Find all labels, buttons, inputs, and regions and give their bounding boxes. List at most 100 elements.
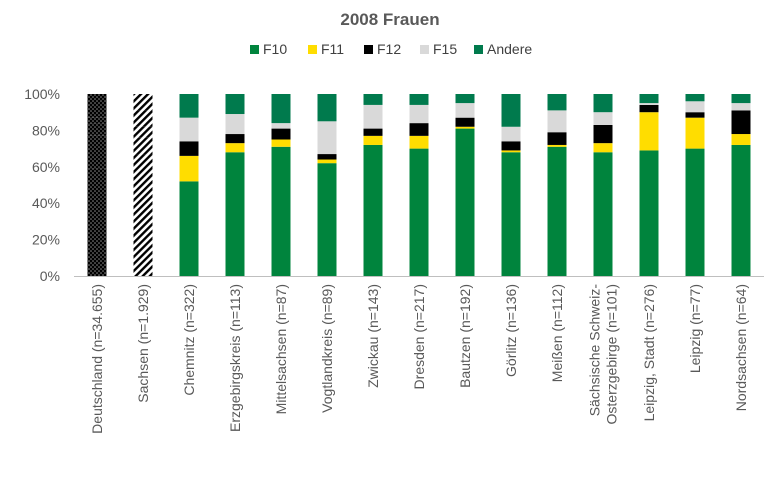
chart-title: 2008 Frauen: [340, 10, 439, 29]
bar-segment-f11: [455, 126, 475, 129]
bar-segment-andere: [731, 94, 751, 104]
bar-segment-f10: [409, 148, 429, 276]
bar-segment-f15: [87, 117, 107, 124]
bar-segment-f12: [731, 110, 751, 135]
bar-group-gorlitz: [501, 94, 521, 276]
bar-segment-f15: [271, 123, 291, 129]
bar-segment-andere: [133, 94, 153, 111]
legend-item-f10: F10: [250, 41, 287, 57]
bar-group-zwickau: [363, 94, 383, 276]
bar-segment-f12: [87, 123, 107, 136]
bar-group-deutschland: [87, 94, 107, 276]
legend-label: Andere: [487, 41, 532, 57]
bar-segment-f15: [731, 103, 751, 111]
bar-segment-f11: [639, 112, 659, 151]
x-tick-label: Mittelsachsen (n=87): [273, 284, 289, 414]
bar-segment-f15: [363, 104, 383, 129]
bar-segment-f12: [501, 141, 521, 151]
bar-segment-f11: [317, 159, 337, 164]
bar-group-meissen: [547, 94, 567, 276]
bar-group-sachsen: [133, 94, 153, 276]
legend-item-f15: F15: [420, 41, 457, 57]
x-tick-label: Sächsische Schweiz-: [587, 284, 603, 417]
bar-segment-f12: [271, 128, 291, 140]
bar-segment-andere: [685, 94, 705, 102]
bar-group-leipzig: [685, 94, 705, 276]
bar-group-dresden: [409, 94, 429, 276]
bar-segment-f15: [593, 112, 613, 125]
bar-segment-f11: [271, 139, 291, 147]
legend-item-andere: Andere: [474, 41, 532, 57]
bar-segment-f15: [179, 117, 199, 142]
bar-segment-f11: [593, 143, 613, 153]
bar-segment-andere: [363, 94, 383, 105]
bar-segment-f15: [225, 114, 245, 135]
bar-segment-f15: [133, 110, 153, 127]
legend-item-f11: F11: [308, 41, 344, 57]
bar-segment-f12: [225, 134, 245, 144]
bar-segment-f10: [133, 154, 153, 276]
bar-segment-f12: [179, 141, 199, 156]
bar-segment-andere: [593, 94, 613, 113]
legend-swatch: [250, 45, 259, 54]
bar-segment-f11: [87, 135, 107, 169]
x-tick-label: Vogtlandkreis (n=89): [319, 284, 335, 413]
bar-segment-f15: [501, 126, 521, 142]
x-tick-label: Leipzig (n=77): [687, 284, 703, 373]
bar-segment-f12: [409, 123, 429, 136]
x-tick-label: Zwickau (n=143): [365, 284, 381, 388]
bar-segment-andere: [409, 94, 429, 105]
y-tick-label: 100%: [24, 86, 60, 102]
bar-segment-f10: [225, 152, 245, 276]
legend-label: F12: [377, 41, 401, 57]
bar-segment-andere: [501, 94, 521, 127]
legend-item-f12: F12: [364, 41, 401, 57]
y-tick-label: 80%: [32, 122, 60, 138]
bar-segment-f12: [547, 132, 567, 145]
bar-segment-f15: [455, 103, 475, 118]
bar-segment-f12: [317, 154, 337, 160]
bar-segment-andere: [179, 94, 199, 118]
bar-segment-andere: [455, 94, 475, 104]
bar-segment-f15: [685, 101, 705, 113]
legend-swatch: [420, 45, 429, 54]
x-tick-label: Meißen (n=112): [549, 284, 565, 382]
x-axis-labels: Deutschland (n=34.655) Sachsen (n=1.929) C…: [89, 284, 749, 434]
legend-label: F15: [433, 41, 457, 57]
y-tick-label: 40%: [32, 195, 60, 211]
y-axis: 0% 20% 40% 60% 80% 100%: [24, 86, 764, 284]
bar-segment-f10: [685, 148, 705, 276]
bar-segment-andere: [225, 94, 245, 115]
x-tick-label: Görlitz (n=136): [503, 284, 519, 377]
bar-segment-andere: [639, 94, 659, 104]
bar-segment-f10: [547, 146, 567, 276]
bar-segment-f10: [363, 144, 383, 276]
bar-segment-f10: [271, 146, 291, 276]
legend-swatch: [364, 45, 373, 54]
legend: F10 F11 F12 F15 Andere: [250, 41, 532, 57]
bar-segment-f11: [363, 135, 383, 145]
legend-swatch: [308, 45, 317, 54]
bars: [87, 94, 751, 276]
bar-segment-andere: [87, 94, 107, 118]
bar-segment-f12: [593, 124, 613, 144]
y-tick-label: 60%: [32, 159, 60, 175]
x-tick-label: Sachsen (n=1.929): [135, 284, 151, 403]
bar-segment-f11: [547, 144, 567, 147]
x-tick-label: Deutschland (n=34.655): [89, 284, 105, 434]
bar-group-sachsische-schweiz-osterzgebirge: [593, 94, 613, 276]
bar-segment-f11: [409, 135, 429, 149]
bar-segment-andere: [271, 94, 291, 124]
bar-segment-f10: [731, 144, 751, 276]
y-tick-label: 20%: [32, 232, 60, 248]
legend-label: F10: [263, 41, 287, 57]
bar-segment-f12: [363, 128, 383, 136]
bar-segment-f12: [639, 104, 659, 113]
x-tick-label: Nordsachsen (n=64): [733, 284, 749, 411]
bar-group-vogtlandkreis: [317, 94, 337, 276]
x-tick-label: Dresden (n=217): [411, 284, 427, 389]
bar-segment-f11: [179, 155, 199, 182]
bar-segment-f10: [501, 152, 521, 276]
x-tick-label: Leipzig, Stadt (n=276): [641, 284, 657, 421]
